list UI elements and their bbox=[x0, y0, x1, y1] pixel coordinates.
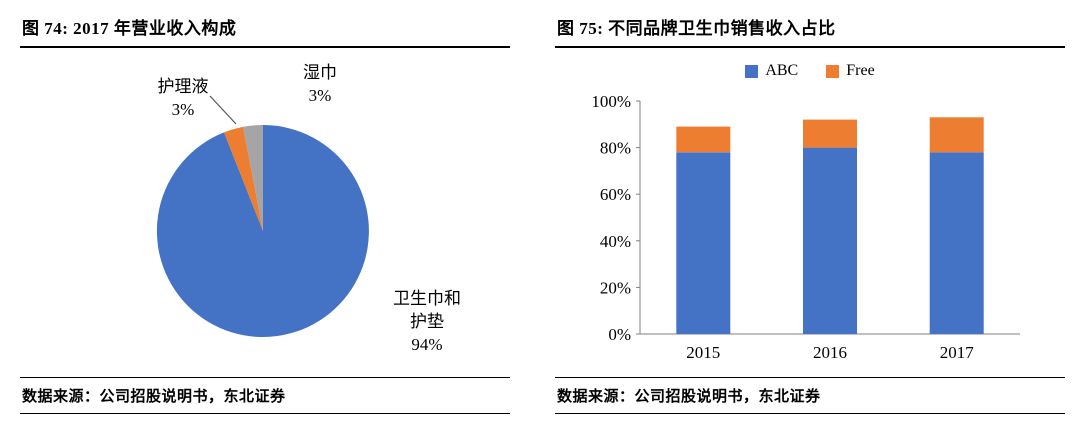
x-tick-label: 2017 bbox=[940, 343, 975, 362]
bar-segment-free-2016 bbox=[803, 119, 857, 148]
pie-data-label: 卫生巾和 bbox=[393, 289, 461, 308]
pie-callout-line bbox=[209, 95, 237, 125]
pie-slice-1 bbox=[224, 126, 263, 231]
figure-75-source: 数据来源：公司招股说明书，东北证券 bbox=[555, 377, 1065, 414]
bar-segment-free-2015 bbox=[676, 126, 731, 153]
y-tick-label: 60% bbox=[600, 185, 631, 204]
bar-segment-abc-2015 bbox=[676, 152, 731, 334]
pie-data-label: 湿巾 bbox=[303, 63, 337, 82]
pie-slice-2 bbox=[243, 125, 263, 231]
bar-segment-abc-2016 bbox=[803, 147, 857, 334]
stacked-bar-chart-brand-share: 0% 20% 40% 60% 80% 100% 2015 2016 2017 bbox=[555, 80, 1065, 373]
pie-data-label: 94% bbox=[411, 335, 442, 354]
figure-74-panel: 图 74: 2017 年营业收入构成 卫生巾和护垫 94% 护理液 3% 湿巾 3% 数据… bbox=[20, 12, 510, 414]
legend-item-abc: ABC bbox=[745, 62, 798, 80]
x-tick-label: 2016 bbox=[813, 343, 847, 362]
bar-segment-free-2017 bbox=[929, 117, 984, 153]
figure-75-panel: 图 75: 不同品牌卫生巾销售收入占比 ABC Free 0% 20% 40% 60% 8… bbox=[555, 12, 1065, 414]
pie-data-label: 护理液 bbox=[158, 77, 209, 96]
pie-data-label: 3% bbox=[309, 86, 332, 105]
bar-chart-legend: ABC Free bbox=[555, 62, 1065, 80]
bar-chart-svg: 0% 20% 40% 60% 80% 100% 2015 2016 2017 bbox=[591, 92, 1020, 362]
pie-data-label: 护垫 bbox=[410, 312, 444, 331]
legend-label-free: Free bbox=[846, 62, 875, 79]
figure-74-title: 图 74: 2017 年营业收入构成 bbox=[20, 12, 510, 48]
pie-slice-0 bbox=[156, 125, 369, 337]
legend-item-free: Free bbox=[826, 62, 875, 80]
x-tick-label: 2015 bbox=[686, 343, 720, 362]
pie-chart-revenue-composition: 卫生巾和护垫 94% 护理液 3% 湿巾 3% bbox=[20, 48, 510, 373]
figure-74-source: 数据来源：公司招股说明书，东北证券 bbox=[20, 377, 510, 414]
y-tick-label: 80% bbox=[600, 139, 631, 158]
figure-75-title: 图 75: 不同品牌卫生巾销售收入占比 bbox=[555, 12, 1065, 48]
legend-label-abc: ABC bbox=[765, 62, 799, 79]
pie-data-label: 3% bbox=[172, 100, 195, 119]
y-tick-label: 0% bbox=[608, 325, 631, 344]
y-tick-label: 20% bbox=[600, 278, 631, 297]
y-tick-label: 100% bbox=[591, 92, 631, 111]
legend-swatch-free bbox=[826, 64, 840, 78]
y-tick-label: 40% bbox=[600, 232, 631, 251]
bar-segment-abc-2017 bbox=[929, 152, 984, 334]
legend-swatch-abc bbox=[745, 64, 759, 78]
